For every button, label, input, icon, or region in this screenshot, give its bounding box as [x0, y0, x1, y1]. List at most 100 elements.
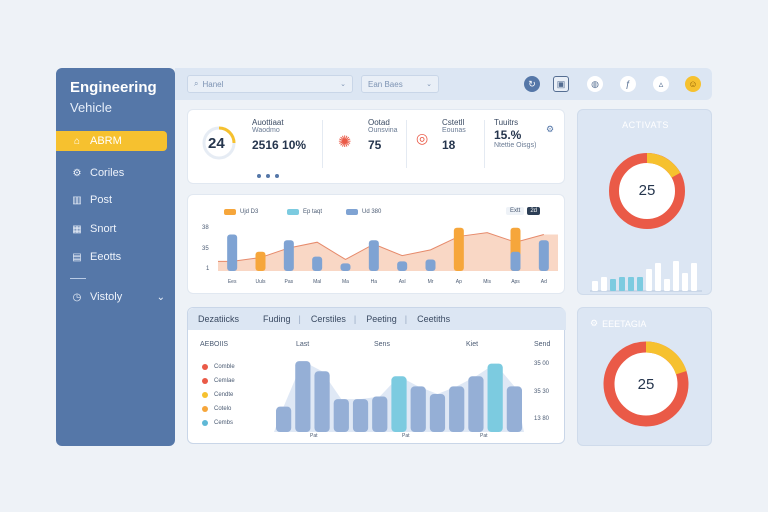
legend-dot: [202, 378, 208, 384]
distribution-bar: [391, 376, 407, 432]
bar-Asl: [397, 261, 408, 271]
column-header: Kiet: [466, 341, 479, 348]
clock-icon: ◷: [72, 291, 82, 303]
column-header: Send: [534, 341, 551, 348]
donut-segment: [609, 153, 685, 229]
legend-label: Ujd D3: [240, 209, 259, 215]
document-icon: ▤: [72, 251, 82, 263]
sidebar-item-coriles[interactable]: ⚙ Coriles: [56, 163, 167, 183]
avatar[interactable]: ☺: [685, 76, 701, 92]
distribution-bar: [410, 386, 426, 432]
filter-select[interactable]: Ean Baes ⌄: [361, 75, 439, 93]
search-input[interactable]: ⌕ Hanel ⌄: [187, 75, 353, 93]
page-dot[interactable]: [275, 174, 279, 178]
kpi-text: Cstetll Eounas 18: [442, 118, 494, 152]
x-tick-label: Asl: [399, 279, 406, 285]
tab-fuding[interactable]: Fuding: [263, 314, 291, 324]
x-tick-label: Pas: [285, 279, 294, 285]
legend-label: Ud 380: [362, 209, 382, 215]
bar-Uuls: [255, 251, 266, 271]
mini-bar: [637, 277, 643, 291]
brand-subtitle: Vehicle: [70, 100, 112, 115]
mini-bar: [619, 277, 625, 291]
kpi-sub: Waodmo: [252, 127, 280, 134]
bar-Ap: [453, 227, 464, 271]
legend-label: Comble: [214, 364, 235, 370]
chart-badge[interactable]: Extt 2d: [506, 207, 541, 215]
info-icon[interactable]: ƒ: [620, 76, 636, 92]
tab-peeting[interactable]: Peeting: [366, 314, 397, 324]
x-tick-label: Ad: [541, 279, 547, 285]
x-tick-label: Ap: [456, 279, 462, 285]
x-tick-label: Ma: [342, 279, 349, 285]
gauge-ring: [202, 126, 236, 160]
image-icon[interactable]: ▣: [553, 76, 569, 92]
donut-segment: [603, 341, 689, 427]
settings-icon[interactable]: ⚙: [546, 124, 555, 134]
sidebar-item-snort[interactable]: ▦ Snort: [56, 219, 167, 239]
distribution-bar: [333, 399, 349, 432]
kpi-value: 2516 10%: [252, 138, 307, 152]
y-tick: 38: [202, 225, 209, 231]
kpi-label: Tuuitrs: [494, 118, 519, 127]
page-dot[interactable]: [266, 174, 270, 178]
lock-icon: ▦: [72, 223, 82, 235]
columns-icon: ▥: [72, 194, 82, 206]
panel-title-text: EEETAGIA: [602, 318, 647, 329]
page-dot[interactable]: [257, 174, 261, 178]
sun-icon: ✺: [338, 134, 352, 151]
mini-bar: [592, 281, 598, 291]
kpi-card: 24 Auottiaat Waodmo 2516 10% ✺ Ootad Oun…: [187, 109, 565, 184]
legend-list: Comble Cemlae Cendte Cotelo Cembs: [202, 360, 235, 430]
sidebar-item-eeotts[interactable]: ▤ Eeotts: [56, 247, 167, 267]
sidebar-item-vistoly[interactable]: ◷ Vistoly ⌄: [56, 287, 175, 307]
kpi-sub: Ounsvina: [368, 127, 398, 134]
x-label: Pat: [402, 433, 410, 439]
kpi-value: 15.%: [494, 128, 522, 142]
mini-bar-chart: [590, 261, 702, 292]
sidebar-item-label: Snort: [90, 223, 117, 235]
search-placeholder: Hanel: [202, 79, 224, 89]
tab-ceetiths[interactable]: Ceetiths: [417, 314, 451, 324]
trend-chart: Ees Uuls Pas Mal Ma Ha Asl Mr Ap Mis Aps Ad: [218, 227, 558, 285]
bar-Ha: [368, 240, 379, 271]
y-tick: 1: [206, 266, 210, 272]
distribution-bar: [506, 386, 522, 432]
tab-dezatiicks[interactable]: Dezatiicks: [198, 314, 240, 324]
chevron-down-icon[interactable]: ⌄: [156, 291, 165, 303]
bar-Ees: [227, 234, 238, 271]
y-label: 35 00: [534, 361, 550, 367]
distribution-card: Dezatiicks Fuding | Cerstiles | Peeting …: [187, 307, 566, 444]
legend-title: AEBOIIS: [200, 341, 229, 348]
refresh-icon[interactable]: ↻: [524, 76, 540, 92]
bar-Pas: [283, 240, 294, 271]
tab-cerstiles[interactable]: Cerstiles: [310, 314, 346, 324]
mini-bar: [691, 263, 697, 291]
bar-Ad: [538, 240, 549, 271]
bar-Mr: [425, 259, 436, 271]
search-icon: ⌕: [194, 79, 199, 88]
mini-bar: [664, 279, 670, 291]
legend-item: Ud 380: [346, 209, 381, 215]
sidebar-item-label: Vistoly: [90, 291, 123, 303]
stats-panel: ⚙ EEETAGIA 25: [577, 307, 712, 446]
legend-label: Cotelo: [214, 406, 232, 412]
legend-dot: [202, 420, 208, 426]
kpi-value: 18: [442, 138, 456, 152]
brand-title: Engineering: [70, 79, 157, 96]
kpi-item: ✺ Ootad Ounsvina 75: [338, 118, 408, 170]
legend-item: Cendte: [202, 388, 235, 402]
legend-item: Cembs: [202, 416, 235, 430]
bell-icon[interactable]: ▵: [653, 76, 669, 92]
x-tick-label: Mal: [313, 279, 321, 285]
chevron-down-icon: ⌄: [426, 81, 432, 88]
bar-Aps: [510, 251, 521, 271]
x-tick-label: Mr: [428, 279, 434, 285]
pagination-dots: [257, 174, 279, 178]
legend-dot: [202, 406, 208, 412]
filter-label: Ean Baes: [368, 79, 403, 89]
sidebar-item-post[interactable]: ▥ Post: [56, 190, 167, 210]
globe-icon[interactable]: ◍: [587, 76, 603, 92]
distribution-bar: [295, 361, 311, 432]
sidebar-item-abrm[interactable]: ⌂ ABRM: [56, 131, 167, 151]
